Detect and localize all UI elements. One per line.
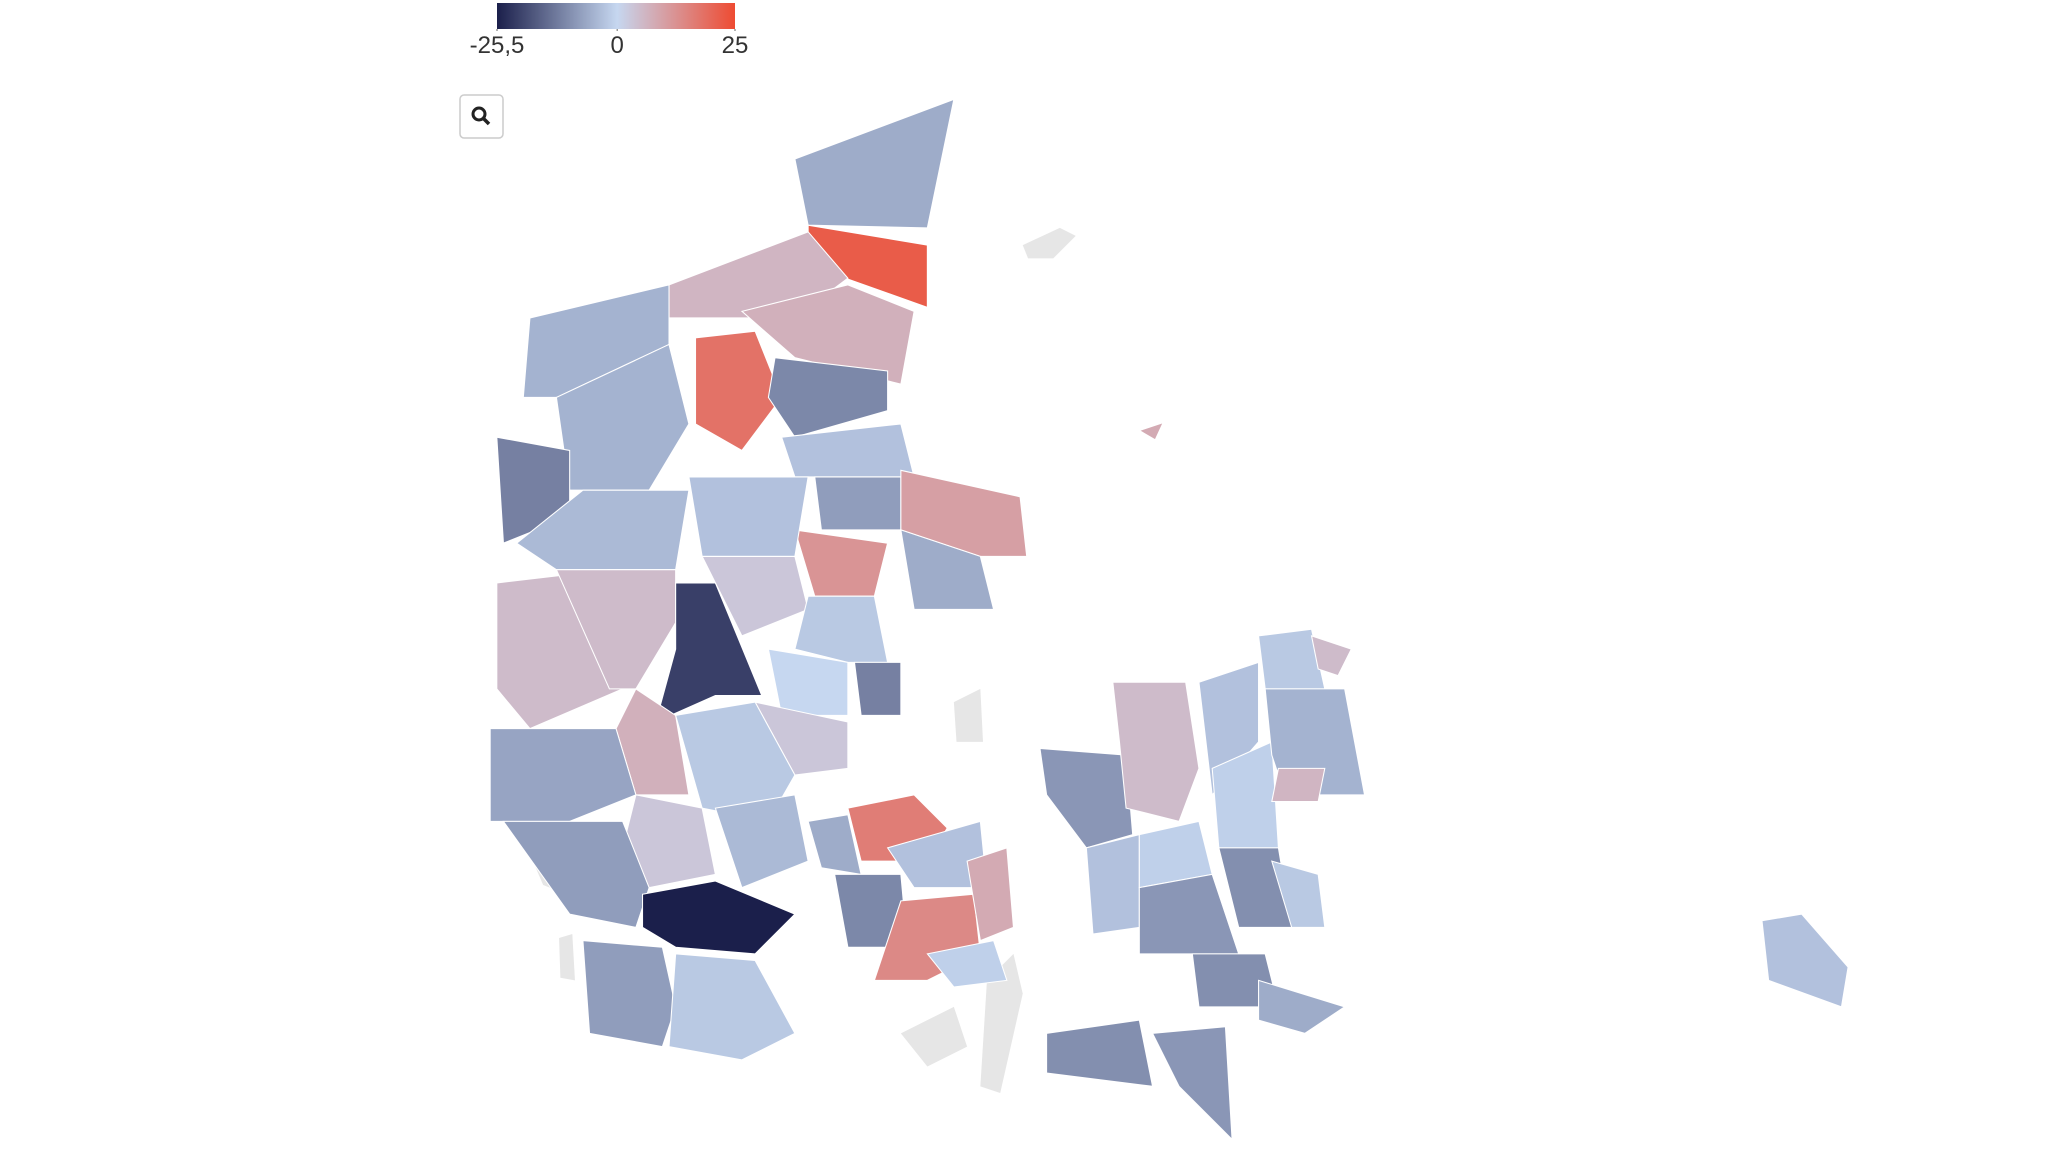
municipality [1271,767,1326,803]
municipality [814,476,902,531]
island [1022,227,1076,259]
municipality [740,284,915,385]
island [953,688,984,742]
municipality [1138,421,1165,441]
municipality [900,469,1028,557]
municipality [1271,860,1326,928]
colorbar-tick-label: 0 [610,32,623,59]
municipality [900,529,995,610]
municipality [688,476,809,557]
municipality [794,595,889,663]
island [559,933,575,981]
no-data-areas [527,227,1076,1093]
municipality [1198,661,1260,797]
municipality [926,939,1008,988]
municipality [767,357,889,438]
municipality [1112,681,1200,823]
municipality [794,98,955,229]
municipality [1151,1026,1233,1141]
municipality [694,330,783,452]
municipality [714,794,809,889]
map [489,98,1849,1141]
colorbar-tick-label: 25 [722,32,749,59]
colorbar [497,3,735,29]
municipality [1310,635,1353,677]
municipality [668,953,796,1061]
search-icon [471,106,487,122]
municipality [582,940,677,1048]
municipality [966,847,1015,942]
municipality [555,569,677,690]
island [900,1006,968,1067]
municipality [641,880,796,955]
municipality [1258,979,1346,1034]
municipality [767,648,849,716]
municipality [1761,913,1849,1008]
island [980,953,1023,1093]
municipality [1138,873,1240,955]
municipality [853,661,902,716]
municipality [489,728,637,822]
zoom-button-box[interactable] [459,94,504,139]
municipality [1085,833,1140,935]
search-icon-handle [481,116,491,126]
colorbar-tick-label: -25,5 [470,32,525,59]
municipality [794,529,889,597]
municipality [615,688,690,796]
zoom-button[interactable] [459,94,504,139]
municipality [1046,1019,1154,1087]
municipality [502,820,650,928]
municipality [1039,747,1134,849]
color-legend: -25,5 0 25 [470,3,749,59]
